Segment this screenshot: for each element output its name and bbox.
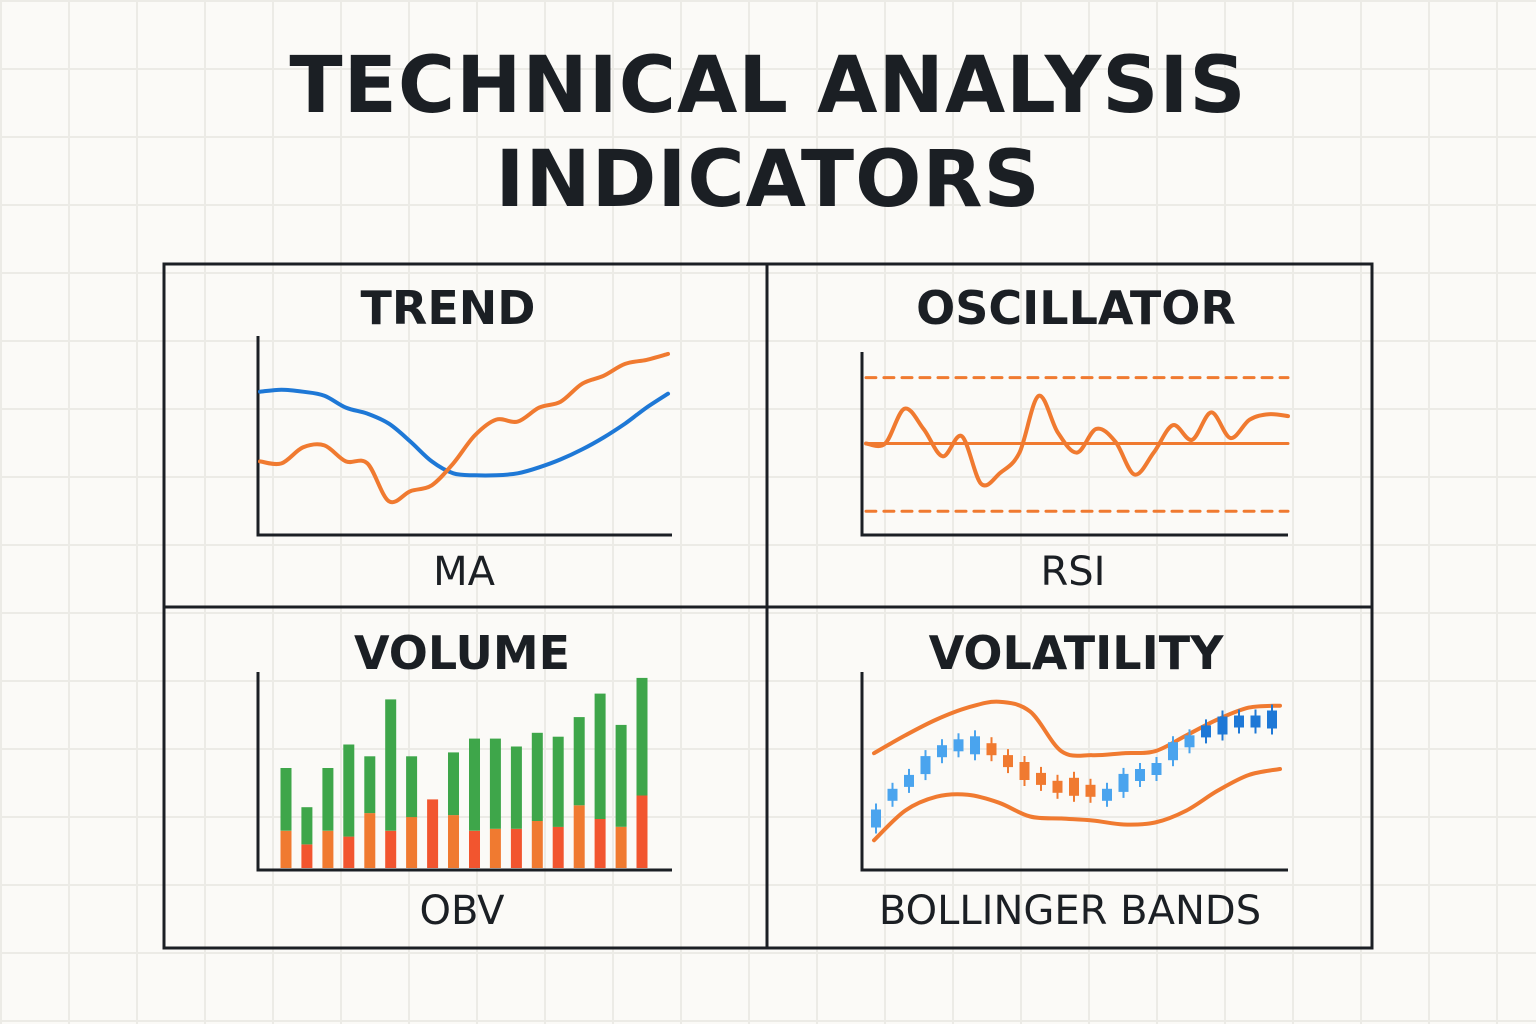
oscillator-panel: OSCILLATOR RSI	[860, 281, 1290, 595]
candle-body	[1085, 784, 1096, 797]
volume-bar-green	[448, 752, 459, 816]
volume-bar-red	[364, 813, 376, 868]
volume-bar-red	[615, 826, 627, 868]
bollinger-upper-band	[872, 699, 1282, 758]
candle-body	[1003, 755, 1013, 768]
trend-chart	[256, 336, 672, 537]
candle-body	[1102, 788, 1112, 801]
volume-bar-red	[594, 819, 606, 868]
volume-bar-red	[573, 805, 585, 868]
volume-bar-red	[301, 844, 313, 868]
volume-bar-green	[615, 724, 627, 827]
volume-bar-green	[385, 699, 397, 831]
candle-body	[1250, 715, 1261, 728]
volume-bar-red	[427, 799, 439, 868]
trend-title: TREND	[361, 281, 536, 335]
trend-axes	[256, 336, 672, 537]
volatility-panel: VOLATILITY BOLLINGER BANDS	[860, 626, 1288, 934]
volume-bar-green	[301, 807, 313, 845]
candle-body	[920, 756, 931, 775]
candle-body	[1217, 716, 1228, 735]
candle-body	[1234, 715, 1244, 728]
oscillator-axes	[860, 352, 1288, 537]
volume-bar-red	[385, 830, 397, 868]
candle-body	[1168, 742, 1178, 761]
volume-bar-red	[636, 795, 648, 868]
volume-bar-green	[594, 693, 606, 819]
volume-bar-green	[469, 738, 480, 831]
volume-label: OBV	[419, 888, 505, 934]
candle-body	[1201, 725, 1211, 738]
candle-body	[970, 736, 980, 755]
volume-bar-red	[343, 836, 355, 868]
candle-body	[1151, 763, 1162, 775]
trend-label: MA	[433, 549, 496, 595]
candle-body	[1052, 780, 1063, 793]
volume-bar-green	[343, 744, 355, 837]
volume-bar-green	[636, 677, 648, 796]
page-title-line-2: INDICATORS	[495, 135, 1041, 225]
candle-body	[986, 743, 997, 756]
volume-bar-green	[510, 746, 522, 829]
volume-bar-red	[489, 828, 501, 868]
volatility-title: VOLATILITY	[929, 626, 1225, 680]
volatility-chart	[860, 672, 1288, 872]
volume-bar-red	[322, 830, 334, 868]
candle-body	[937, 745, 947, 758]
volume-panel: VOLUME OBV	[256, 626, 672, 934]
candle-body	[1267, 710, 1277, 729]
oscillator-chart	[860, 352, 1290, 537]
volume-bar-green	[552, 736, 564, 827]
volume-bar-red	[406, 817, 418, 868]
oscillator-title: OSCILLATOR	[916, 281, 1236, 335]
trend-orange-line	[258, 351, 670, 505]
trend-panel: TREND MA	[256, 281, 672, 595]
volume-bar-red	[552, 826, 564, 868]
volume-bar-green	[531, 732, 543, 821]
candle-body	[1184, 735, 1195, 748]
candle-body	[1036, 772, 1046, 785]
candle-body	[1019, 762, 1030, 780]
volume-bar-green	[406, 756, 418, 818]
oscillator-rsi-line	[864, 393, 1290, 488]
volatility-label: BOLLINGER BANDS	[879, 888, 1261, 934]
candle-body	[904, 774, 914, 787]
volume-bar-green	[364, 756, 376, 814]
volume-axes	[256, 672, 672, 872]
volume-bar-green	[322, 768, 334, 831]
volatility-axes	[860, 672, 1288, 872]
volume-bar-green	[489, 738, 501, 829]
volume-title: VOLUME	[354, 626, 570, 680]
volume-bar-red	[531, 821, 543, 868]
page-title-line-1: TECHNICAL ANALYSIS	[289, 41, 1247, 131]
oscillator-label: RSI	[1041, 549, 1106, 595]
bollinger-lower-band	[872, 767, 1282, 843]
candle-body	[1118, 773, 1129, 792]
trend-blue-line	[258, 387, 670, 478]
volume-bar-red	[448, 815, 459, 868]
candle-body	[1135, 769, 1145, 781]
volume-bar-green	[573, 717, 585, 806]
volume-bar-red	[280, 830, 292, 868]
candle-body	[1069, 777, 1079, 796]
volume-bar-green	[280, 768, 292, 831]
candle-body	[871, 809, 881, 828]
candle-body	[887, 788, 898, 801]
candle-body	[953, 739, 964, 752]
volume-bar-red	[510, 828, 522, 868]
volume-chart	[256, 672, 672, 872]
volume-bar-red	[469, 830, 480, 868]
